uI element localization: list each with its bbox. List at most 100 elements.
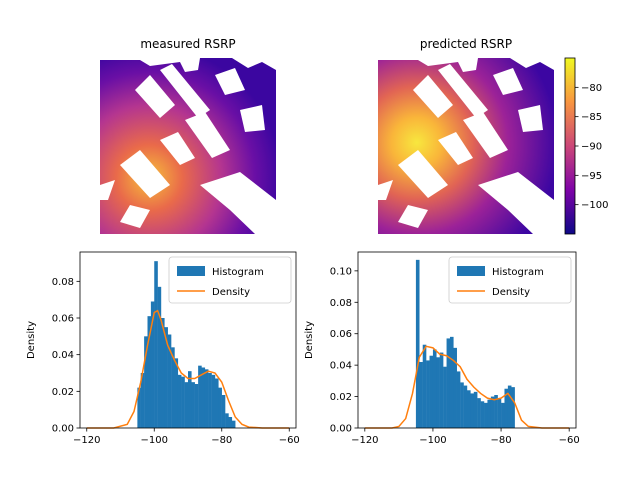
histogram-bar [460, 382, 464, 428]
y-tick-label: 0.06 [330, 329, 352, 340]
y-tick-label: 0.04 [52, 350, 74, 361]
histogram-bar [422, 344, 427, 428]
x-tick-label: −80 [491, 435, 512, 446]
histogram-bar [215, 378, 219, 428]
density-line [364, 345, 570, 429]
colorbar-tick-label: −95 [581, 171, 602, 182]
heatmap-predicted [378, 58, 554, 234]
histogram-bar [501, 402, 505, 428]
x-tick-label: −120 [73, 435, 100, 446]
x-tick-label: −120 [351, 435, 378, 446]
histogram-bar [171, 347, 175, 428]
x-tick-label: −100 [419, 435, 446, 446]
histogram-bar [484, 402, 488, 428]
colorbar: −80 −85 −90 −95 −100 [564, 57, 608, 235]
y-tick-label: 0.06 [52, 314, 74, 325]
x-tick-label: −80 [211, 435, 232, 446]
histogram-bar [194, 384, 199, 428]
histogram-bar [184, 382, 189, 428]
histogram-bar [221, 395, 226, 428]
heatmap-predicted-title: predicted RSRP [420, 37, 512, 51]
histogram-bar [144, 336, 148, 428]
histogram-bar [211, 374, 216, 428]
histogram-bar [164, 327, 168, 428]
histogram-bar [504, 388, 509, 428]
legend-label-histogram: Histogram [492, 267, 544, 278]
y-tick-label: 0.08 [52, 277, 74, 288]
histogram-bar [426, 360, 430, 428]
histogram-bar [477, 398, 481, 428]
x-tick-label: −60 [279, 435, 300, 446]
histogram-bar [225, 413, 229, 428]
heatmap-measured-title: measured RSRP [140, 37, 235, 51]
histogram-bar [157, 286, 162, 428]
histogram-bar [487, 399, 492, 428]
legend-swatch-histogram [177, 266, 205, 276]
colorbar-tick-label: −85 [581, 112, 602, 123]
histogram-bar [415, 259, 420, 428]
y-axis-label: Density [26, 321, 37, 359]
histogram-bar [167, 334, 172, 428]
colorbar-tick-label: −90 [581, 142, 602, 153]
histogram-bar [467, 390, 471, 428]
colorbar-tick-label: −100 [581, 200, 608, 211]
y-tick-label: 0.00 [52, 424, 74, 435]
y-tick-label: 0.02 [52, 387, 74, 398]
heatmap-predicted-gaps [378, 58, 554, 234]
histogram-bar [449, 336, 454, 428]
histogram-bar [436, 357, 440, 428]
histogram-bar [473, 391, 478, 428]
histogram-bar [218, 387, 222, 428]
histogram-bar [432, 349, 437, 428]
histogram-bar [453, 347, 457, 428]
histogram-bar [188, 371, 192, 428]
colorbar-tick-label: −80 [581, 83, 602, 94]
legend-label-density: Density [492, 287, 530, 298]
y-tick-label: 0.00 [330, 424, 352, 435]
histogram-bar [419, 362, 423, 428]
histogram-bar [204, 369, 209, 428]
colorbar-gradient [564, 57, 576, 235]
histogram-bar [231, 420, 236, 428]
histogram-bar [191, 382, 195, 428]
histogram-measured: −120 −100 −80 −60 0.00 0.02 0.04 0.06 0.08 Densit… [26, 251, 300, 446]
colorbar-ticks: −80 −85 −90 −95 −100 [575, 83, 608, 211]
y-axis-label: Density [304, 321, 315, 359]
histogram-bar [511, 387, 515, 428]
histogram-predicted: −120 −100 −80 −60 0.00 0.02 0.04 0.06 0.08 0.10 De… [304, 251, 580, 446]
y-tick-label: 0.02 [330, 392, 352, 403]
histogram-bar [208, 373, 212, 428]
histogram-bar [507, 385, 512, 428]
axes-frame [357, 251, 577, 429]
histogram-bar [161, 318, 165, 428]
histogram-bar [446, 338, 451, 428]
legend-label-histogram: Histogram [212, 267, 264, 278]
histogram-bar [429, 355, 434, 428]
histogram-bar [174, 358, 179, 428]
histogram-bar [147, 316, 152, 428]
histogram-bar [201, 367, 206, 428]
histogram-bar [480, 401, 485, 428]
heatmap-measured-gaps [100, 58, 276, 234]
density-line [86, 309, 290, 429]
legend-swatch-histogram [457, 266, 485, 276]
histogram-bar [181, 376, 185, 428]
histogram-bar [150, 301, 155, 428]
histogram-bar [177, 374, 182, 428]
histogram-bar [463, 385, 468, 428]
histogram-bar [154, 261, 158, 428]
x-tick-label: −100 [141, 435, 168, 446]
histogram-bar [494, 395, 498, 428]
y-tick-label: 0.10 [330, 266, 352, 277]
x-tick-label: −60 [559, 435, 580, 446]
histogram-bar [198, 365, 202, 428]
heatmap-measured [100, 58, 276, 234]
axes-frame [79, 251, 297, 429]
histogram-bar [140, 373, 145, 428]
histogram-bar [470, 393, 475, 428]
histogram-bar [497, 398, 502, 428]
histogram-bar [137, 387, 141, 428]
y-tick-label: 0.04 [330, 361, 352, 372]
histogram-bar [439, 352, 444, 428]
